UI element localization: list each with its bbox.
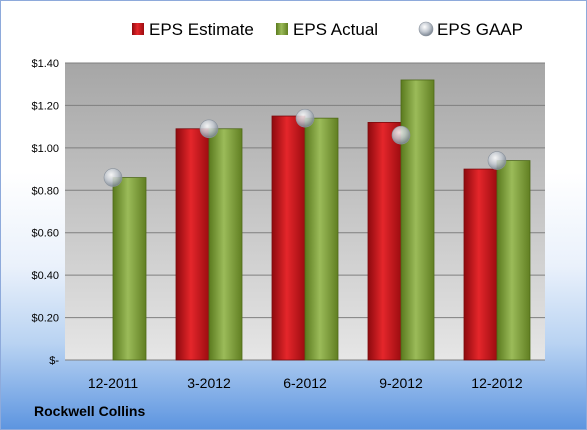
- actual-bar: [112, 177, 147, 361]
- actual-bar: [208, 128, 243, 361]
- legend-swatch-estimate: [132, 23, 144, 35]
- actual-bar: [496, 160, 531, 361]
- y-tick-label: $1.00: [31, 143, 59, 155]
- estimate-bar: [367, 122, 402, 361]
- actual-bar: [400, 79, 435, 361]
- y-tick-label: $1.20: [31, 100, 59, 112]
- gaap-marker: [295, 108, 315, 128]
- y-tick-label: $-: [49, 355, 59, 367]
- y-tick-label: $0.60: [31, 228, 59, 240]
- estimate-bar: [175, 128, 210, 361]
- y-tick-label: $1.40: [31, 58, 59, 70]
- y-axis: $- $0.20 $0.40 $0.60 $0.80 $1.00 $1.20 $1.40: [31, 58, 59, 367]
- gaap-marker: [391, 125, 411, 145]
- x-axis: 12-2011 3-2012 6-2012 9-2012 12-2012: [88, 375, 523, 391]
- gaap-marker: [487, 151, 507, 170]
- x-tick-label: 12-2011: [88, 375, 139, 391]
- x-tick-label: 12-2012: [471, 375, 523, 391]
- estimate-bar: [271, 115, 306, 361]
- legend-label: EPS GAAP: [437, 20, 523, 39]
- y-tick-label: $0.40: [31, 270, 59, 282]
- legend-label: EPS Actual: [293, 20, 378, 39]
- legend-marker-gaap: [418, 21, 434, 37]
- gaap-marker: [199, 119, 219, 139]
- y-tick-label: $0.20: [31, 313, 59, 325]
- estimate-bar: [463, 168, 498, 361]
- legend-swatch-actual: [276, 23, 288, 35]
- bars: [112, 79, 531, 361]
- x-tick-label: 6-2012: [283, 375, 327, 391]
- company-name: Rockwell Collins: [34, 403, 146, 419]
- gaap-marker: [103, 168, 123, 187]
- legend-label: EPS Estimate: [149, 20, 254, 39]
- x-tick-label: 9-2012: [379, 375, 423, 391]
- actual-bar: [304, 117, 339, 361]
- gaap-markers: [103, 108, 507, 187]
- legend: EPS Estimate EPS Actual EPS GAAP: [132, 20, 523, 39]
- x-tick-label: 3-2012: [187, 375, 231, 391]
- y-tick-label: $0.80: [31, 185, 59, 197]
